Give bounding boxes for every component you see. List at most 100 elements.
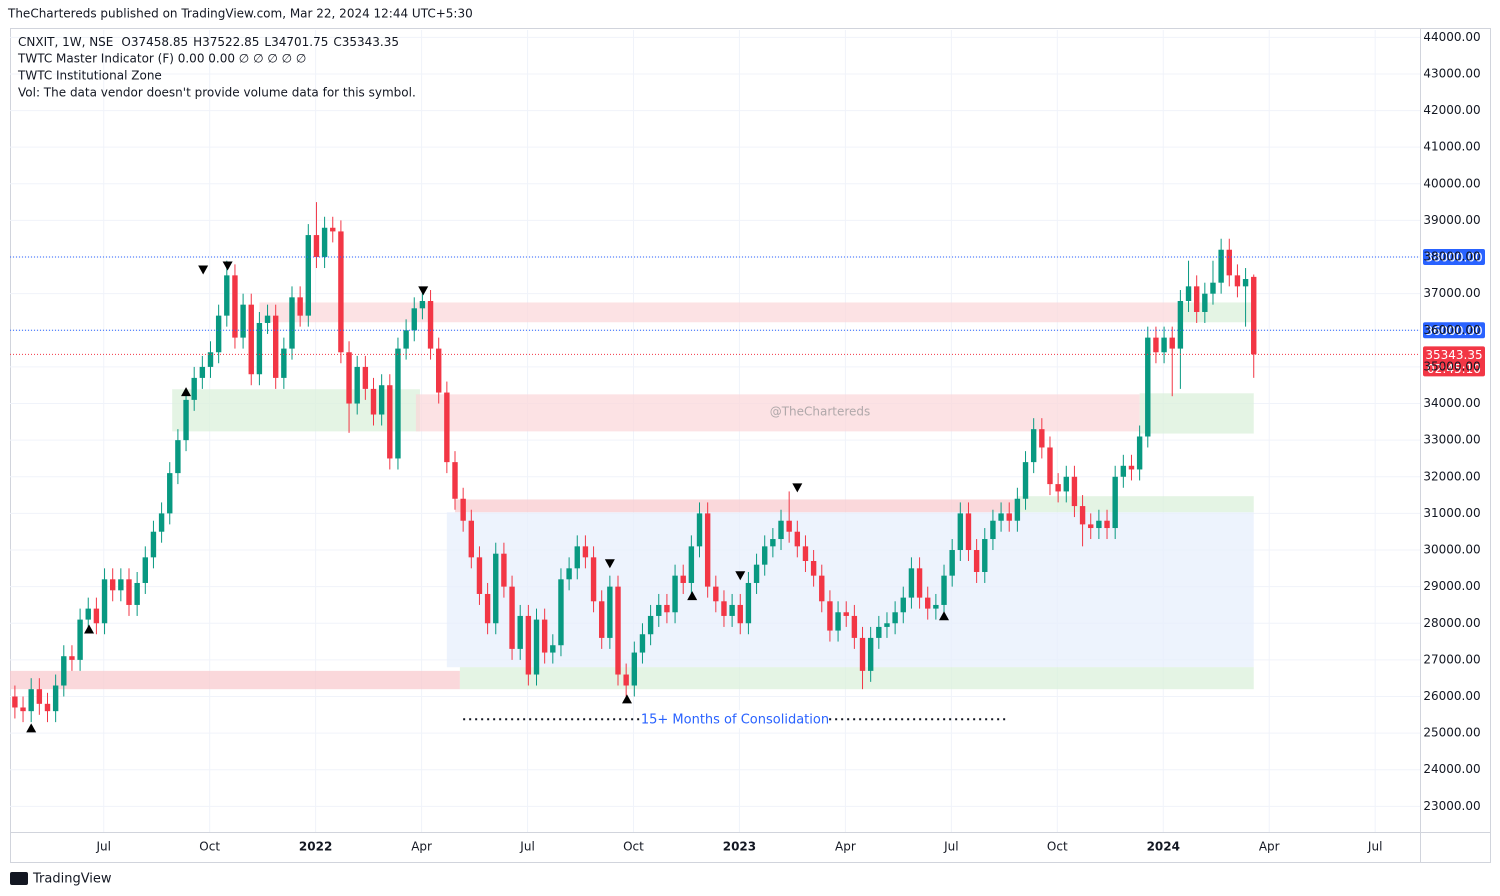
signal	[792, 483, 803, 493]
candle-body	[289, 297, 295, 349]
candle-body	[476, 557, 483, 594]
frame	[10, 28, 1491, 863]
y-tick-label: 44000.00	[1423, 30, 1480, 44]
y-tick-label: 31000.00	[1423, 506, 1480, 520]
candle-body	[998, 513, 1004, 521]
candle-body	[1169, 337, 1175, 349]
candle-body	[599, 601, 605, 638]
candle-body	[1030, 429, 1037, 463]
zone	[455, 499, 1018, 513]
candle-body	[134, 582, 140, 605]
candle-body	[1242, 279, 1249, 287]
y-tick-label: 26000.00	[1423, 689, 1480, 703]
y-tick-label: 28000.00	[1423, 616, 1480, 630]
x-tick-label: 2022	[299, 840, 332, 854]
candle-body	[1185, 286, 1192, 301]
candle-body	[639, 634, 646, 653]
candle-body	[297, 297, 303, 316]
zone	[1180, 302, 1254, 323]
zone	[172, 389, 420, 432]
y-tick-label: 38000.00	[1423, 250, 1480, 264]
candle-body	[582, 546, 589, 558]
symbol: CNXIT, 1W, NSE O37458.85 H37522.85 L34701.7…	[18, 35, 399, 49]
candle-body	[313, 235, 320, 258]
candle-body	[69, 656, 75, 660]
candle-body	[1071, 476, 1078, 507]
candle-body	[240, 304, 246, 338]
candle-body	[1161, 337, 1167, 353]
candle-body	[1079, 506, 1086, 525]
y-tick-label: 34000.00	[1423, 396, 1480, 410]
y-tick-label: 24000.00	[1423, 762, 1480, 776]
candle-body	[884, 623, 890, 627]
level-tag	[1423, 322, 1485, 339]
candle-body	[558, 579, 564, 646]
candle-body	[1210, 282, 1216, 294]
candle-body	[20, 707, 26, 712]
y-tick-label: 23000.00	[1423, 799, 1480, 813]
annotation-text: 15+ Months of Consolidation	[641, 713, 829, 728]
candle-body	[1006, 513, 1012, 521]
candle-body	[533, 619, 540, 675]
candle-body	[346, 352, 352, 404]
y-tick-label: 30000.00	[1423, 543, 1480, 557]
publish-note: TheChartereds published on TradingView.c…	[7, 7, 473, 21]
candle-body	[158, 513, 165, 532]
candle-body	[509, 586, 515, 649]
candle-body	[484, 593, 491, 624]
annotation-bg	[642, 710, 827, 729]
candle-body	[387, 385, 393, 459]
candle-body	[1202, 293, 1208, 312]
y-tick-label: 42000.00	[1423, 103, 1480, 117]
candle-body	[704, 513, 711, 587]
candle-body	[1218, 249, 1224, 283]
candle-body	[1128, 465, 1135, 470]
candle-body	[786, 520, 792, 532]
ohlc-value: 35343.35	[342, 35, 399, 49]
candle-body	[672, 575, 678, 613]
candle-body	[1055, 484, 1061, 492]
candle-body	[1022, 462, 1029, 499]
y-tick-label: 41000.00	[1423, 140, 1480, 154]
candle-body	[444, 392, 450, 463]
y-tick-label: 32000.00	[1423, 469, 1480, 483]
candle-body	[378, 385, 385, 415]
candle-body	[590, 557, 597, 602]
candle-body	[199, 366, 206, 378]
candle-body	[501, 553, 507, 587]
candle-body	[126, 579, 132, 605]
ohlc-value: 37522.85	[202, 35, 259, 49]
brand: TradingView	[10, 872, 112, 887]
y-tick-label: 25000.00	[1423, 726, 1480, 740]
signal	[939, 611, 950, 621]
candle-body	[1153, 337, 1159, 353]
candle-body	[737, 604, 743, 624]
candle-body	[321, 227, 328, 258]
candle-body	[232, 275, 238, 338]
candle-body	[851, 615, 858, 638]
y-tick-label: 40000.00	[1423, 176, 1480, 190]
candle-body	[656, 604, 662, 616]
candle-body	[843, 612, 849, 616]
signal	[198, 265, 209, 275]
candle-body	[941, 575, 947, 605]
candle-body	[1104, 520, 1110, 529]
candle-body	[615, 586, 621, 675]
x-tick-label: 2024	[1147, 840, 1180, 854]
volume-note: Vol: The data vendor doesn't provide vol…	[18, 86, 416, 100]
candle-body	[925, 597, 931, 609]
candle-body	[607, 586, 613, 638]
candle-body	[1145, 337, 1151, 437]
x-tick-label: Oct	[623, 840, 644, 854]
candle-body	[191, 377, 197, 400]
candle-body	[1014, 498, 1021, 521]
candle-body	[436, 348, 442, 393]
y-tick-label: 37000.00	[1423, 286, 1480, 300]
candle-body	[256, 322, 263, 375]
candle-body	[85, 608, 91, 620]
candles	[12, 202, 1257, 723]
candle-body	[452, 462, 458, 499]
candle-body	[281, 348, 287, 378]
signal	[418, 286, 429, 296]
